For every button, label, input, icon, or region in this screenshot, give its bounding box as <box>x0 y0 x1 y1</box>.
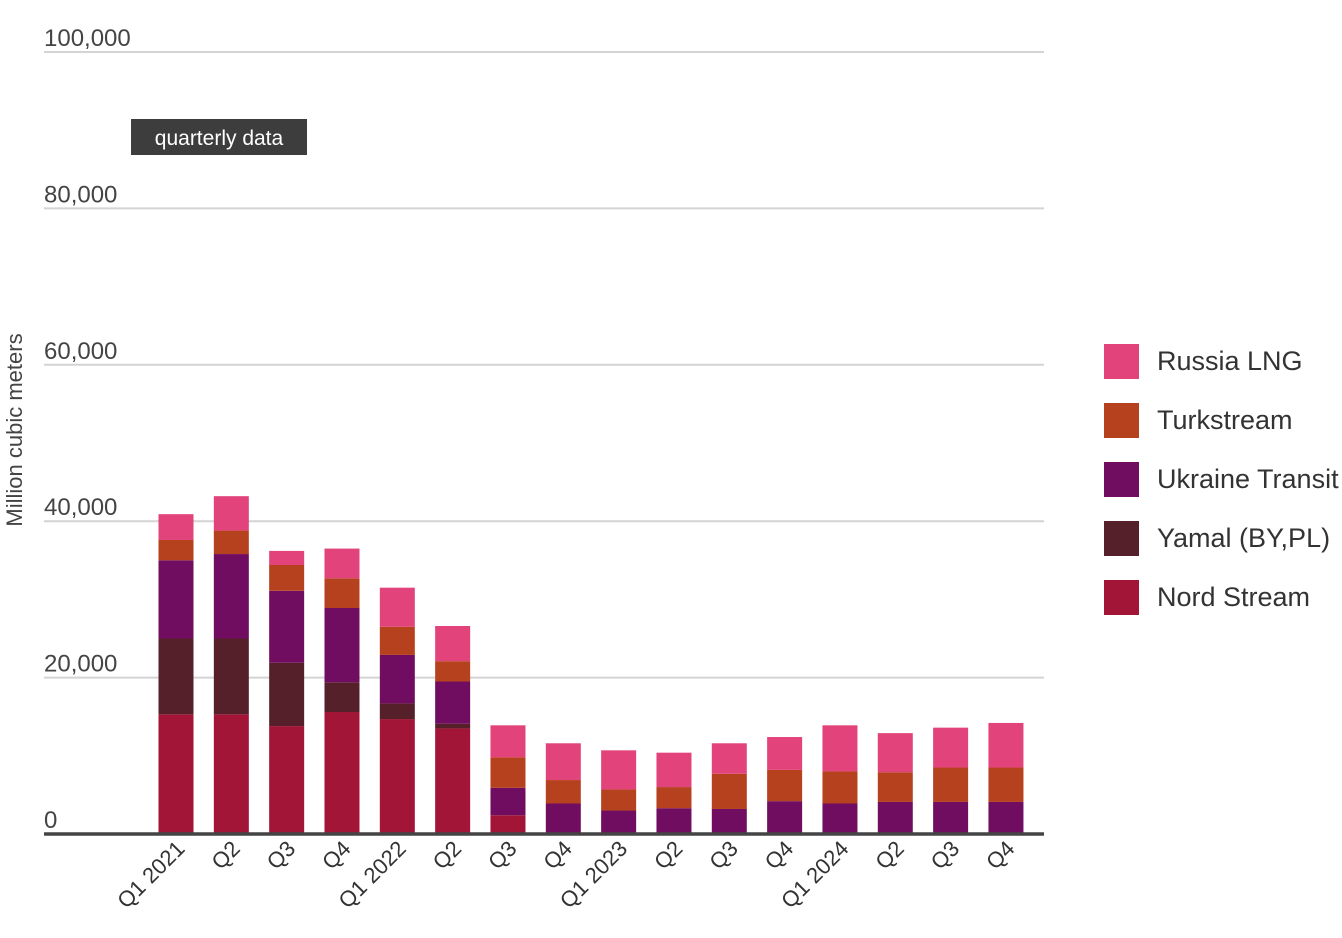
bar-segment <box>601 789 637 811</box>
x-tick-label: Q3 <box>704 836 742 874</box>
x-tick-label: Q3 <box>926 836 964 874</box>
bar-segment <box>656 752 692 788</box>
bar-segment <box>158 638 194 715</box>
bar-segment <box>435 625 471 662</box>
bar-segment <box>379 626 415 655</box>
bar-segment <box>545 803 581 834</box>
bar-segment <box>656 787 692 809</box>
bar-segment <box>324 608 360 683</box>
y-tick-label: 40,000 <box>44 494 117 521</box>
bar-segment <box>490 787 526 816</box>
bar-segment <box>379 587 415 627</box>
bar-segment <box>379 654 415 704</box>
bar-segment <box>822 725 858 772</box>
bar-segment <box>988 801 1024 834</box>
bar-segment <box>545 780 581 804</box>
legend: Russia LNG Turkstream Ukraine Transit Yamal… <box>1104 344 1339 615</box>
bar-segment <box>877 801 913 834</box>
bar-segment <box>379 703 415 720</box>
x-tick-label: Q4 <box>981 836 1019 874</box>
gridlines <box>44 51 1044 679</box>
bar-segment <box>656 808 692 834</box>
bar-segment <box>379 719 415 834</box>
bar-segment <box>988 767 1024 802</box>
legend-label: Russia LNG <box>1157 346 1303 376</box>
bar-segment <box>213 714 249 834</box>
y-tick-label: 60,000 <box>44 338 117 365</box>
bar-segment <box>324 712 360 834</box>
bar-segment <box>933 727 969 768</box>
bar-segment <box>269 726 305 834</box>
x-tick-label: Q4 <box>317 836 355 874</box>
bar-segment <box>545 743 581 781</box>
bar-segment <box>988 722 1024 768</box>
bar-segment <box>435 728 471 834</box>
bar-segment <box>877 733 913 773</box>
legend-swatch <box>1104 344 1139 379</box>
y-axis-title: Million cubic meters <box>2 333 27 526</box>
annotation-badge: quarterly data <box>131 119 307 155</box>
legend-swatch <box>1104 462 1139 497</box>
bar-segment <box>213 530 249 555</box>
bar-segment <box>269 564 305 591</box>
bar-segment <box>269 590 305 663</box>
bar-segment <box>767 737 803 770</box>
x-tick-label: Q4 <box>760 836 798 874</box>
bar-segment <box>711 743 747 774</box>
bar-segment <box>822 803 858 834</box>
bar-segment <box>324 578 360 609</box>
y-tick-label: 0 <box>44 807 57 834</box>
x-tick-label: Q2 <box>870 836 908 874</box>
bar-segment <box>933 767 969 802</box>
bar-segment <box>767 801 803 834</box>
x-tick-label: Q1 2021 <box>112 836 189 913</box>
bar-segment <box>601 810 637 834</box>
bar-segment <box>213 496 249 531</box>
bars <box>158 496 1024 834</box>
x-tick-label: Q3 <box>262 836 300 874</box>
legend-label: Yamal (BY,PL) <box>1157 523 1330 553</box>
bar-segment <box>158 560 194 639</box>
bar-segment <box>435 681 471 724</box>
x-tick-label: Q3 <box>483 836 521 874</box>
bar-segment <box>435 661 471 682</box>
legend-swatch <box>1104 521 1139 556</box>
y-tick-label: 80,000 <box>44 181 117 208</box>
bar-segment <box>822 771 858 804</box>
bar-segment <box>711 808 747 834</box>
bar-segment <box>213 554 249 639</box>
legend-label: Nord Stream <box>1157 582 1310 612</box>
y-tick-label: 100,000 <box>44 25 131 52</box>
bar-segment <box>933 801 969 834</box>
bar-segment <box>158 539 194 561</box>
x-tick-label: Q2 <box>428 836 466 874</box>
bar-segment <box>158 714 194 834</box>
y-tick-label: 20,000 <box>44 651 117 678</box>
bar-segment <box>601 750 637 790</box>
y-tick-labels: 0 20,000 40,000 60,000 80,000 100,000 <box>44 25 131 834</box>
bar-segment <box>269 550 305 565</box>
legend-swatch <box>1104 403 1139 438</box>
bar-segment <box>711 773 747 809</box>
annotation-text: quarterly data <box>155 127 284 150</box>
bar-segment <box>490 757 526 788</box>
x-tick-label: Q2 <box>206 836 244 874</box>
bar-segment <box>158 514 194 540</box>
legend-label: Turkstream <box>1157 405 1293 435</box>
bar-segment <box>490 725 526 758</box>
bar-segment <box>490 815 526 834</box>
bar-segment <box>324 548 360 579</box>
x-tick-label: Q2 <box>649 836 687 874</box>
bar-segment <box>877 772 913 802</box>
bar-segment <box>767 769 803 802</box>
bar-segment <box>269 662 305 727</box>
bar-segment <box>213 638 249 715</box>
bar-segment <box>435 723 471 729</box>
bar-segment <box>324 682 360 713</box>
legend-swatch <box>1104 580 1139 615</box>
x-tick-label: Q4 <box>538 836 576 874</box>
legend-label: Ukraine Transit <box>1157 464 1339 494</box>
